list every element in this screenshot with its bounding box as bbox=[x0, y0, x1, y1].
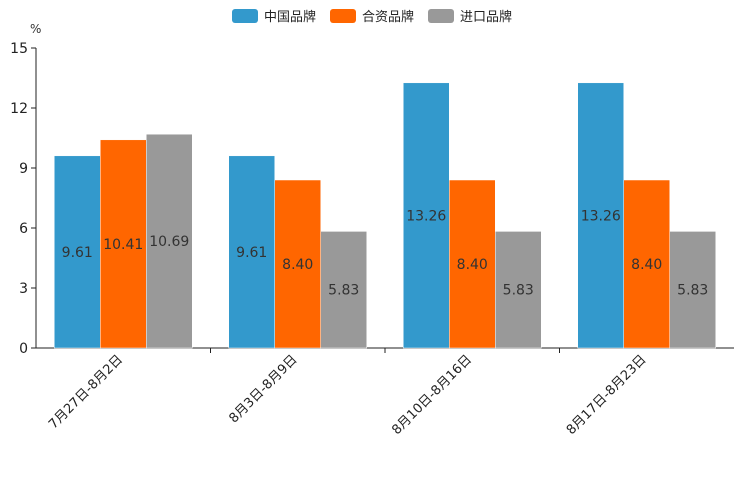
x-tick-label: 8月10日-8月16日 bbox=[389, 352, 475, 438]
data-label-china-brand: 13.26 bbox=[406, 208, 446, 224]
x-tick-label: 7月27日-8月2日 bbox=[46, 352, 126, 432]
bar-import-brand[interactable] bbox=[669, 231, 716, 349]
data-label-joint-venture-brand: 8.40 bbox=[457, 257, 488, 273]
data-label-china-brand: 9.61 bbox=[236, 245, 267, 261]
data-label-joint-venture-brand: 8.40 bbox=[282, 257, 313, 273]
bar-import-brand[interactable] bbox=[146, 133, 193, 349]
data-label-joint-venture-brand: 10.41 bbox=[103, 237, 143, 253]
bar-import-brand[interactable] bbox=[320, 231, 367, 349]
y-tick-label: 6 bbox=[19, 221, 28, 237]
data-label-joint-venture-brand: 8.40 bbox=[631, 257, 662, 273]
legend-item-china-brand[interactable]: 中国品牌 bbox=[231, 6, 316, 25]
data-label-china-brand: 9.61 bbox=[62, 245, 93, 261]
data-label-import-brand: 5.83 bbox=[503, 283, 534, 299]
y-axis-unit-label: % bbox=[30, 22, 41, 36]
x-tick-label: 8月3日-8月9日 bbox=[226, 352, 300, 426]
legend-swatch-import-brand bbox=[428, 8, 454, 23]
y-tick-label: 9 bbox=[19, 161, 28, 177]
y-tick-label: 12 bbox=[10, 101, 28, 117]
data-label-import-brand: 10.69 bbox=[149, 234, 189, 250]
legend-item-import-brand[interactable]: 进口品牌 bbox=[428, 6, 512, 25]
x-tick-label: 8月17日-8月23日 bbox=[564, 352, 650, 438]
bar-joint-venture-brand[interactable] bbox=[100, 139, 147, 349]
y-tick-label: 15 bbox=[10, 41, 28, 57]
data-label-import-brand: 5.83 bbox=[677, 283, 708, 299]
legend-swatch-joint-venture-brand bbox=[329, 8, 356, 23]
bar-joint-venture-brand[interactable] bbox=[274, 179, 321, 349]
legend-label-china-brand: 中国品牌 bbox=[263, 10, 316, 25]
bar-joint-venture-brand[interactable] bbox=[449, 179, 496, 349]
bar-china-brand[interactable] bbox=[54, 155, 101, 349]
bar-china-brand[interactable] bbox=[228, 155, 275, 349]
legend-swatch-china-brand bbox=[231, 8, 258, 23]
bar-joint-venture-brand[interactable] bbox=[623, 179, 670, 349]
data-label-china-brand: 13.26 bbox=[581, 208, 621, 224]
legend-label-import-brand: 进口品牌 bbox=[460, 10, 513, 25]
bar-china-brand[interactable] bbox=[577, 82, 624, 349]
legend-item-joint-venture-brand[interactable]: 合资品牌 bbox=[329, 6, 414, 25]
legend: 中国品牌 合资品牌 进口品牌 bbox=[0, 6, 744, 25]
bar-import-brand[interactable] bbox=[495, 231, 542, 349]
data-label-import-brand: 5.83 bbox=[328, 283, 359, 299]
y-tick-label: 3 bbox=[19, 281, 28, 297]
legend-label-joint-venture-brand: 合资品牌 bbox=[361, 10, 414, 25]
y-tick-label: 0 bbox=[19, 341, 28, 357]
bar-china-brand[interactable] bbox=[403, 82, 450, 349]
